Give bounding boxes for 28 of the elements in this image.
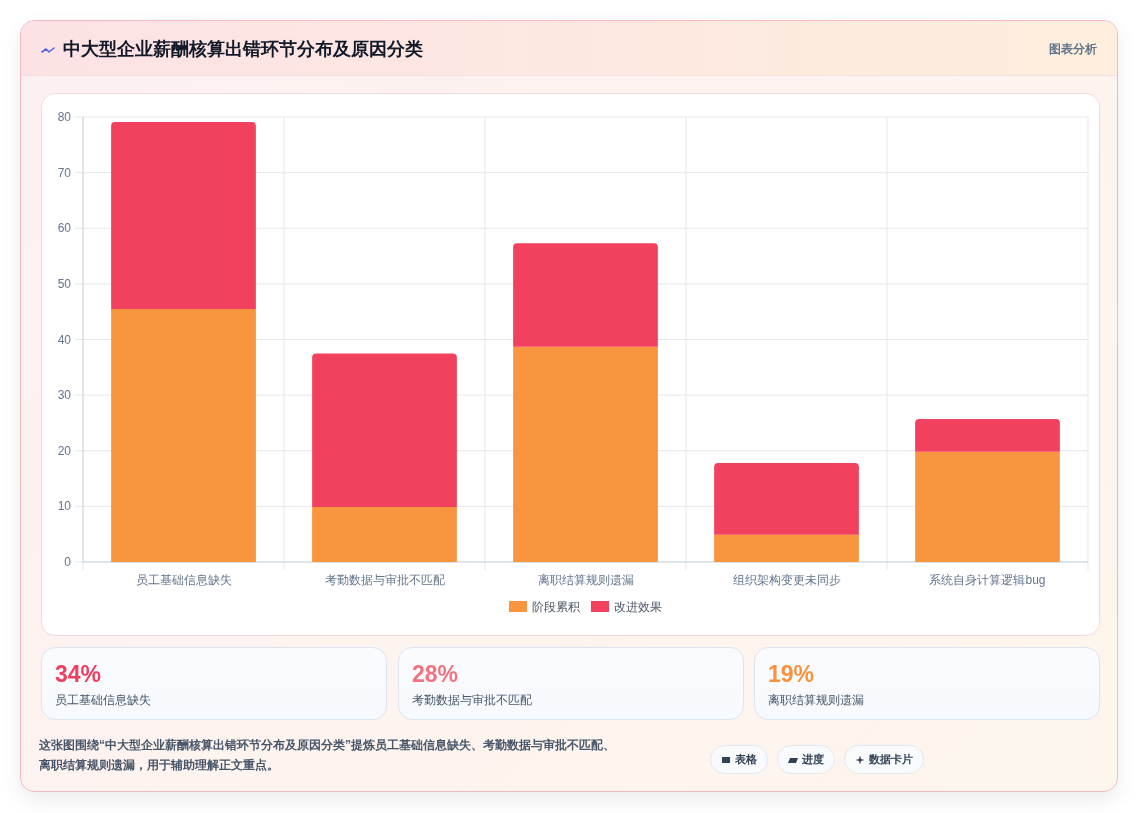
chart-title: 中大型企业薪酬核算出错环节分布及原因分类 (63, 38, 423, 61)
x-tick-label: 员工基础信息缺失 (135, 573, 232, 587)
y-tick-label: 60 (57, 221, 72, 236)
y-tick-label: 20 (57, 443, 72, 458)
text: 图表分析 (1049, 41, 1097, 58)
text: 进度 (802, 752, 824, 767)
text: 19% (768, 660, 815, 688)
text: 数据卡片 (869, 752, 913, 767)
text: 员工基础信息缺失 (55, 692, 151, 708)
text: 表格 (735, 752, 757, 767)
y-tick-label: 40 (57, 332, 72, 347)
y-tick-label: 10 (57, 499, 72, 514)
legend-label: 阶段累积 (532, 600, 580, 614)
y-tick-label: 70 (57, 165, 72, 180)
text: 34% (55, 660, 102, 688)
legend-label: 改进效果 (614, 600, 662, 614)
text: 考勤数据与审批不匹配 (412, 692, 532, 708)
text: 离职结算规则遗漏 (768, 692, 864, 708)
y-tick-label: 0 (64, 555, 72, 569)
x-tick-label: 组织架构变更未同步 (732, 573, 841, 587)
x-tick-label: 系统自身计算逻辑bug (929, 573, 1046, 587)
y-tick-label: 80 (57, 110, 72, 124)
text: 这张图围绕“中大型企业薪酬核算出错环节分布及原因分类”提炼员工基础信息缺失、考勤数据与审批不匹配、离职结算规则遗漏，用于辅助理解正文重点。 (39, 737, 616, 774)
y-tick-label: 50 (57, 276, 72, 291)
text: 28% (412, 660, 459, 688)
x-tick-label: 考勤数据与审批不匹配 (324, 573, 445, 587)
x-tick-label: 离职结算规则遗漏 (537, 573, 634, 587)
y-tick-label: 30 (57, 388, 72, 403)
